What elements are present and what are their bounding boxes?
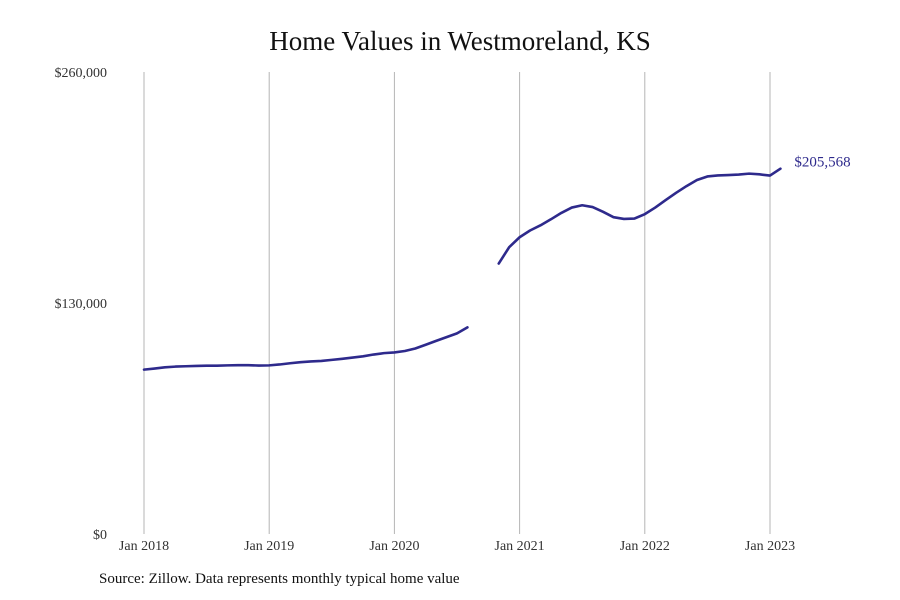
y-tick-label: $0 [93, 528, 107, 543]
x-tick-label: Jan 2022 [620, 539, 670, 554]
end-value-label: $205,568 [794, 155, 850, 171]
series-lines [142, 167, 782, 371]
y-tick-label: $260,000 [55, 66, 108, 81]
series-line [142, 326, 469, 371]
x-tick-label: Jan 2020 [369, 539, 419, 554]
x-tick-label: Jan 2021 [495, 539, 545, 554]
grid-lines [143, 72, 771, 534]
source-note: Source: Zillow. Data represents monthly … [99, 571, 460, 587]
x-tick-label: Jan 2023 [745, 539, 795, 554]
y-tick-label: $130,000 [55, 297, 108, 312]
chart-title: Home Values in Westmoreland, KS [269, 26, 651, 56]
x-tick-label: Jan 2019 [244, 539, 294, 554]
axis-ticks: Jan 2018 Jan 2019 Jan 2020 Jan 2021 Jan 2022… [55, 66, 796, 554]
series-line [497, 167, 782, 265]
x-tick-label: Jan 2018 [119, 539, 169, 554]
